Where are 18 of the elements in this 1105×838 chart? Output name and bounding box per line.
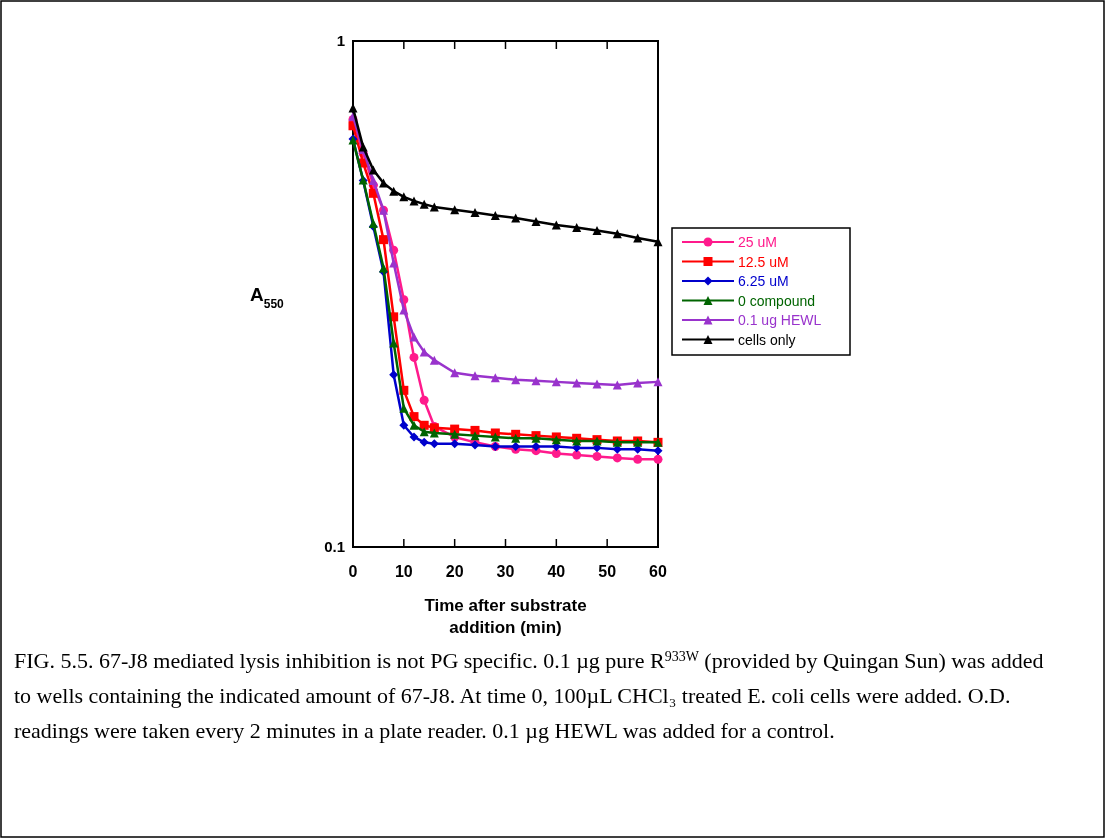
x-tick-label: 20 [445, 563, 464, 580]
y-tick-label: 0.1 [324, 538, 345, 555]
x-tick-label: 10 [394, 563, 413, 580]
x-tick-label: 50 [598, 563, 617, 580]
y-axis-title: A$_{550}$ [250, 284, 285, 311]
legend-label: 0.1 ug HEWL [738, 312, 822, 328]
x-tick-label: 60 [649, 563, 667, 580]
legend-label: 25 uM [738, 234, 777, 250]
x-tick-label: 0 [348, 563, 358, 580]
x-tick-label: 40 [547, 563, 566, 580]
x-axis-title: Time after substrate addition (min) [424, 596, 587, 637]
x-tick-label: 30 [496, 563, 515, 580]
legend-label: 12.5 uM [738, 253, 789, 270]
y-tick-label: 1 [336, 32, 345, 49]
caption: FIG. 5.5. 67-J8 mediated lysis inhibition is not PG specific. 0.1 µg pure R$^{933W}$ (provided by Quingan Sun) was added to wells containing the indicated amount of 67-J8. At time 0, 100µL CHCl₃ treated E. coli cells were added. O.D. readings were taken every 2 minutes in a plate reader. 0.1 µg HEWL was added for a control. [14, 648, 1044, 743]
legend-label: 6.25 uM [738, 273, 789, 289]
legend-label: 0 compound [738, 292, 816, 309]
legend-label: cells only [738, 331, 796, 348]
